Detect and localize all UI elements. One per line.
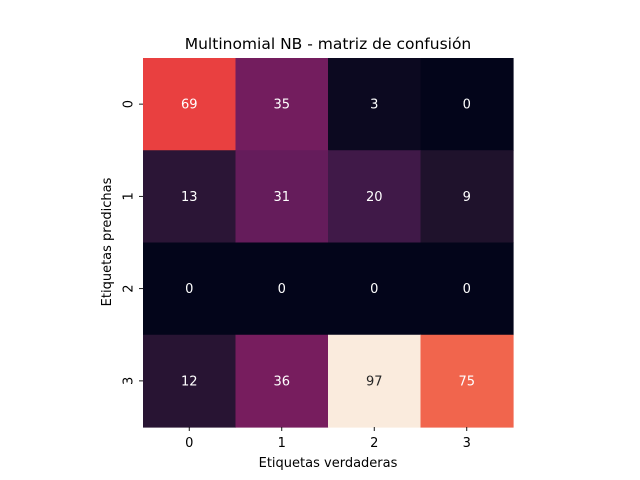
heatmap-cell-3-0 (143, 334, 237, 428)
cell-value-3-2: 97 (366, 374, 383, 389)
y-tick-label-1: 1 (122, 192, 137, 200)
heatmap-cell-3-3 (420, 334, 514, 428)
heatmap-cell-2-0 (143, 242, 237, 336)
x-axis-ticks: 0 1 2 3 (185, 427, 471, 451)
cell-value-1-2: 20 (366, 190, 383, 205)
heatmap-cell-2-2 (328, 242, 422, 336)
heatmap-cell-0-3 (420, 58, 514, 151)
y-axis-label: Etiquetas predichas (100, 177, 115, 306)
heatmap-cell-1-1 (235, 150, 329, 244)
heatmap-cell-0-2 (328, 58, 422, 151)
cell-value-2-0: 0 (185, 282, 193, 297)
cell-value-2-1: 0 (278, 282, 286, 297)
cell-value-2-2: 0 (370, 282, 378, 297)
heatmap-cell-1-2 (328, 150, 422, 244)
heatmap-cell-0-0 (143, 58, 237, 151)
y-axis-ticks: 0 1 2 3 (122, 100, 143, 385)
heatmap-cell-2-1 (235, 242, 329, 336)
x-tick-label-3: 3 (463, 436, 471, 451)
cell-value-0-2: 3 (370, 98, 378, 113)
cell-value-0-0: 69 (181, 98, 198, 113)
cell-value-3-0: 12 (181, 374, 198, 389)
cell-value-0-1: 35 (273, 98, 290, 113)
x-tick-label-0: 0 (185, 436, 193, 451)
cell-value-2-3: 0 (463, 282, 471, 297)
cell-value-3-3: 75 (458, 374, 475, 389)
heatmap-cell-0-1 (235, 58, 329, 151)
y-tick-label-3: 3 (122, 377, 137, 385)
y-tick-label-0: 0 (122, 100, 137, 108)
x-axis-label: Etiquetas verdaderas (259, 456, 398, 471)
heatmap-cell-3-2 (328, 334, 422, 428)
cell-value-1-1: 31 (273, 190, 290, 205)
heatmap-cells: 69 35 3 0 13 31 20 9 0 0 0 0 12 36 97 75 (143, 58, 514, 428)
x-tick-label-1: 1 (278, 436, 286, 451)
heatmap-cell-1-3 (420, 150, 514, 244)
y-tick-label-2: 2 (122, 284, 137, 292)
cell-value-3-1: 36 (273, 374, 290, 389)
chart-title: Multinomial NB - matriz de confusión (185, 35, 472, 53)
x-tick-label-2: 2 (370, 436, 378, 451)
cell-value-0-3: 0 (463, 98, 471, 113)
cell-value-1-3: 9 (463, 190, 471, 205)
heatmap-cell-3-1 (235, 334, 329, 428)
cell-value-1-0: 13 (181, 190, 198, 205)
heatmap-cell-2-3 (420, 242, 514, 336)
heatmap-cell-1-0 (143, 150, 237, 244)
